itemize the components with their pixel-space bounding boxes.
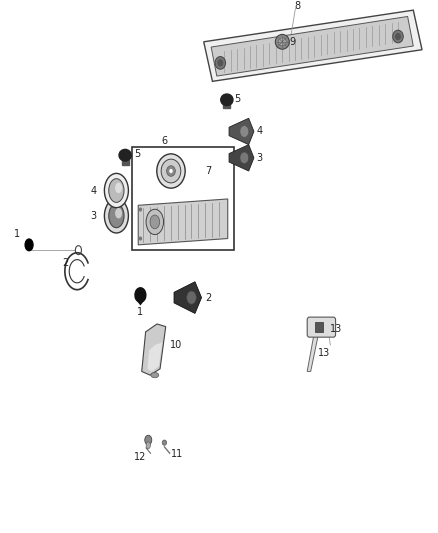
Ellipse shape [187, 291, 196, 304]
FancyBboxPatch shape [307, 317, 336, 337]
Ellipse shape [109, 179, 124, 203]
Ellipse shape [104, 199, 128, 233]
Text: 5: 5 [234, 94, 240, 104]
Ellipse shape [115, 208, 122, 219]
Ellipse shape [169, 169, 173, 173]
Ellipse shape [115, 183, 122, 193]
Polygon shape [174, 282, 201, 313]
Bar [122, 155, 129, 165]
Text: 7: 7 [205, 166, 211, 176]
Bar [132, 147, 234, 250]
Polygon shape [148, 342, 162, 372]
Ellipse shape [75, 246, 81, 255]
Text: 2: 2 [205, 293, 211, 303]
Ellipse shape [166, 166, 175, 176]
Text: 13: 13 [330, 324, 343, 334]
Ellipse shape [150, 215, 159, 229]
Polygon shape [307, 336, 318, 372]
Text: 8: 8 [294, 1, 300, 11]
Polygon shape [204, 10, 422, 82]
Ellipse shape [151, 373, 159, 378]
Ellipse shape [104, 173, 128, 208]
Ellipse shape [395, 33, 401, 40]
Text: 11: 11 [171, 449, 183, 459]
Ellipse shape [157, 154, 185, 188]
Text: 4: 4 [256, 126, 262, 136]
Ellipse shape [215, 56, 226, 69]
Ellipse shape [134, 287, 147, 303]
Text: 4: 4 [91, 185, 100, 196]
Ellipse shape [221, 94, 233, 106]
Text: 13: 13 [318, 348, 330, 358]
Polygon shape [142, 324, 166, 375]
Polygon shape [134, 297, 147, 305]
Ellipse shape [139, 237, 142, 240]
Ellipse shape [109, 204, 124, 228]
Bar [315, 322, 323, 332]
Ellipse shape [25, 239, 33, 251]
Text: 10: 10 [170, 340, 182, 350]
Ellipse shape [146, 442, 150, 449]
Polygon shape [229, 144, 254, 171]
Text: 3: 3 [91, 211, 100, 221]
Text: 2: 2 [62, 259, 68, 268]
Polygon shape [229, 118, 254, 144]
Text: 1: 1 [138, 307, 144, 317]
Polygon shape [211, 17, 413, 76]
Text: 3: 3 [256, 153, 262, 163]
Ellipse shape [162, 440, 166, 445]
Ellipse shape [161, 159, 181, 183]
Ellipse shape [240, 126, 249, 138]
Polygon shape [138, 199, 228, 245]
Ellipse shape [240, 152, 249, 164]
Text: 1: 1 [14, 229, 20, 239]
Text: 6: 6 [161, 136, 167, 146]
Ellipse shape [145, 435, 152, 445]
Ellipse shape [139, 207, 142, 212]
Text: 9: 9 [290, 37, 296, 47]
Ellipse shape [119, 149, 131, 161]
Text: 12: 12 [134, 453, 147, 463]
Ellipse shape [146, 209, 163, 235]
Ellipse shape [217, 59, 223, 67]
Bar [223, 100, 230, 108]
Ellipse shape [393, 30, 403, 43]
Ellipse shape [279, 38, 286, 46]
Text: 5: 5 [134, 149, 140, 159]
Ellipse shape [276, 35, 289, 49]
